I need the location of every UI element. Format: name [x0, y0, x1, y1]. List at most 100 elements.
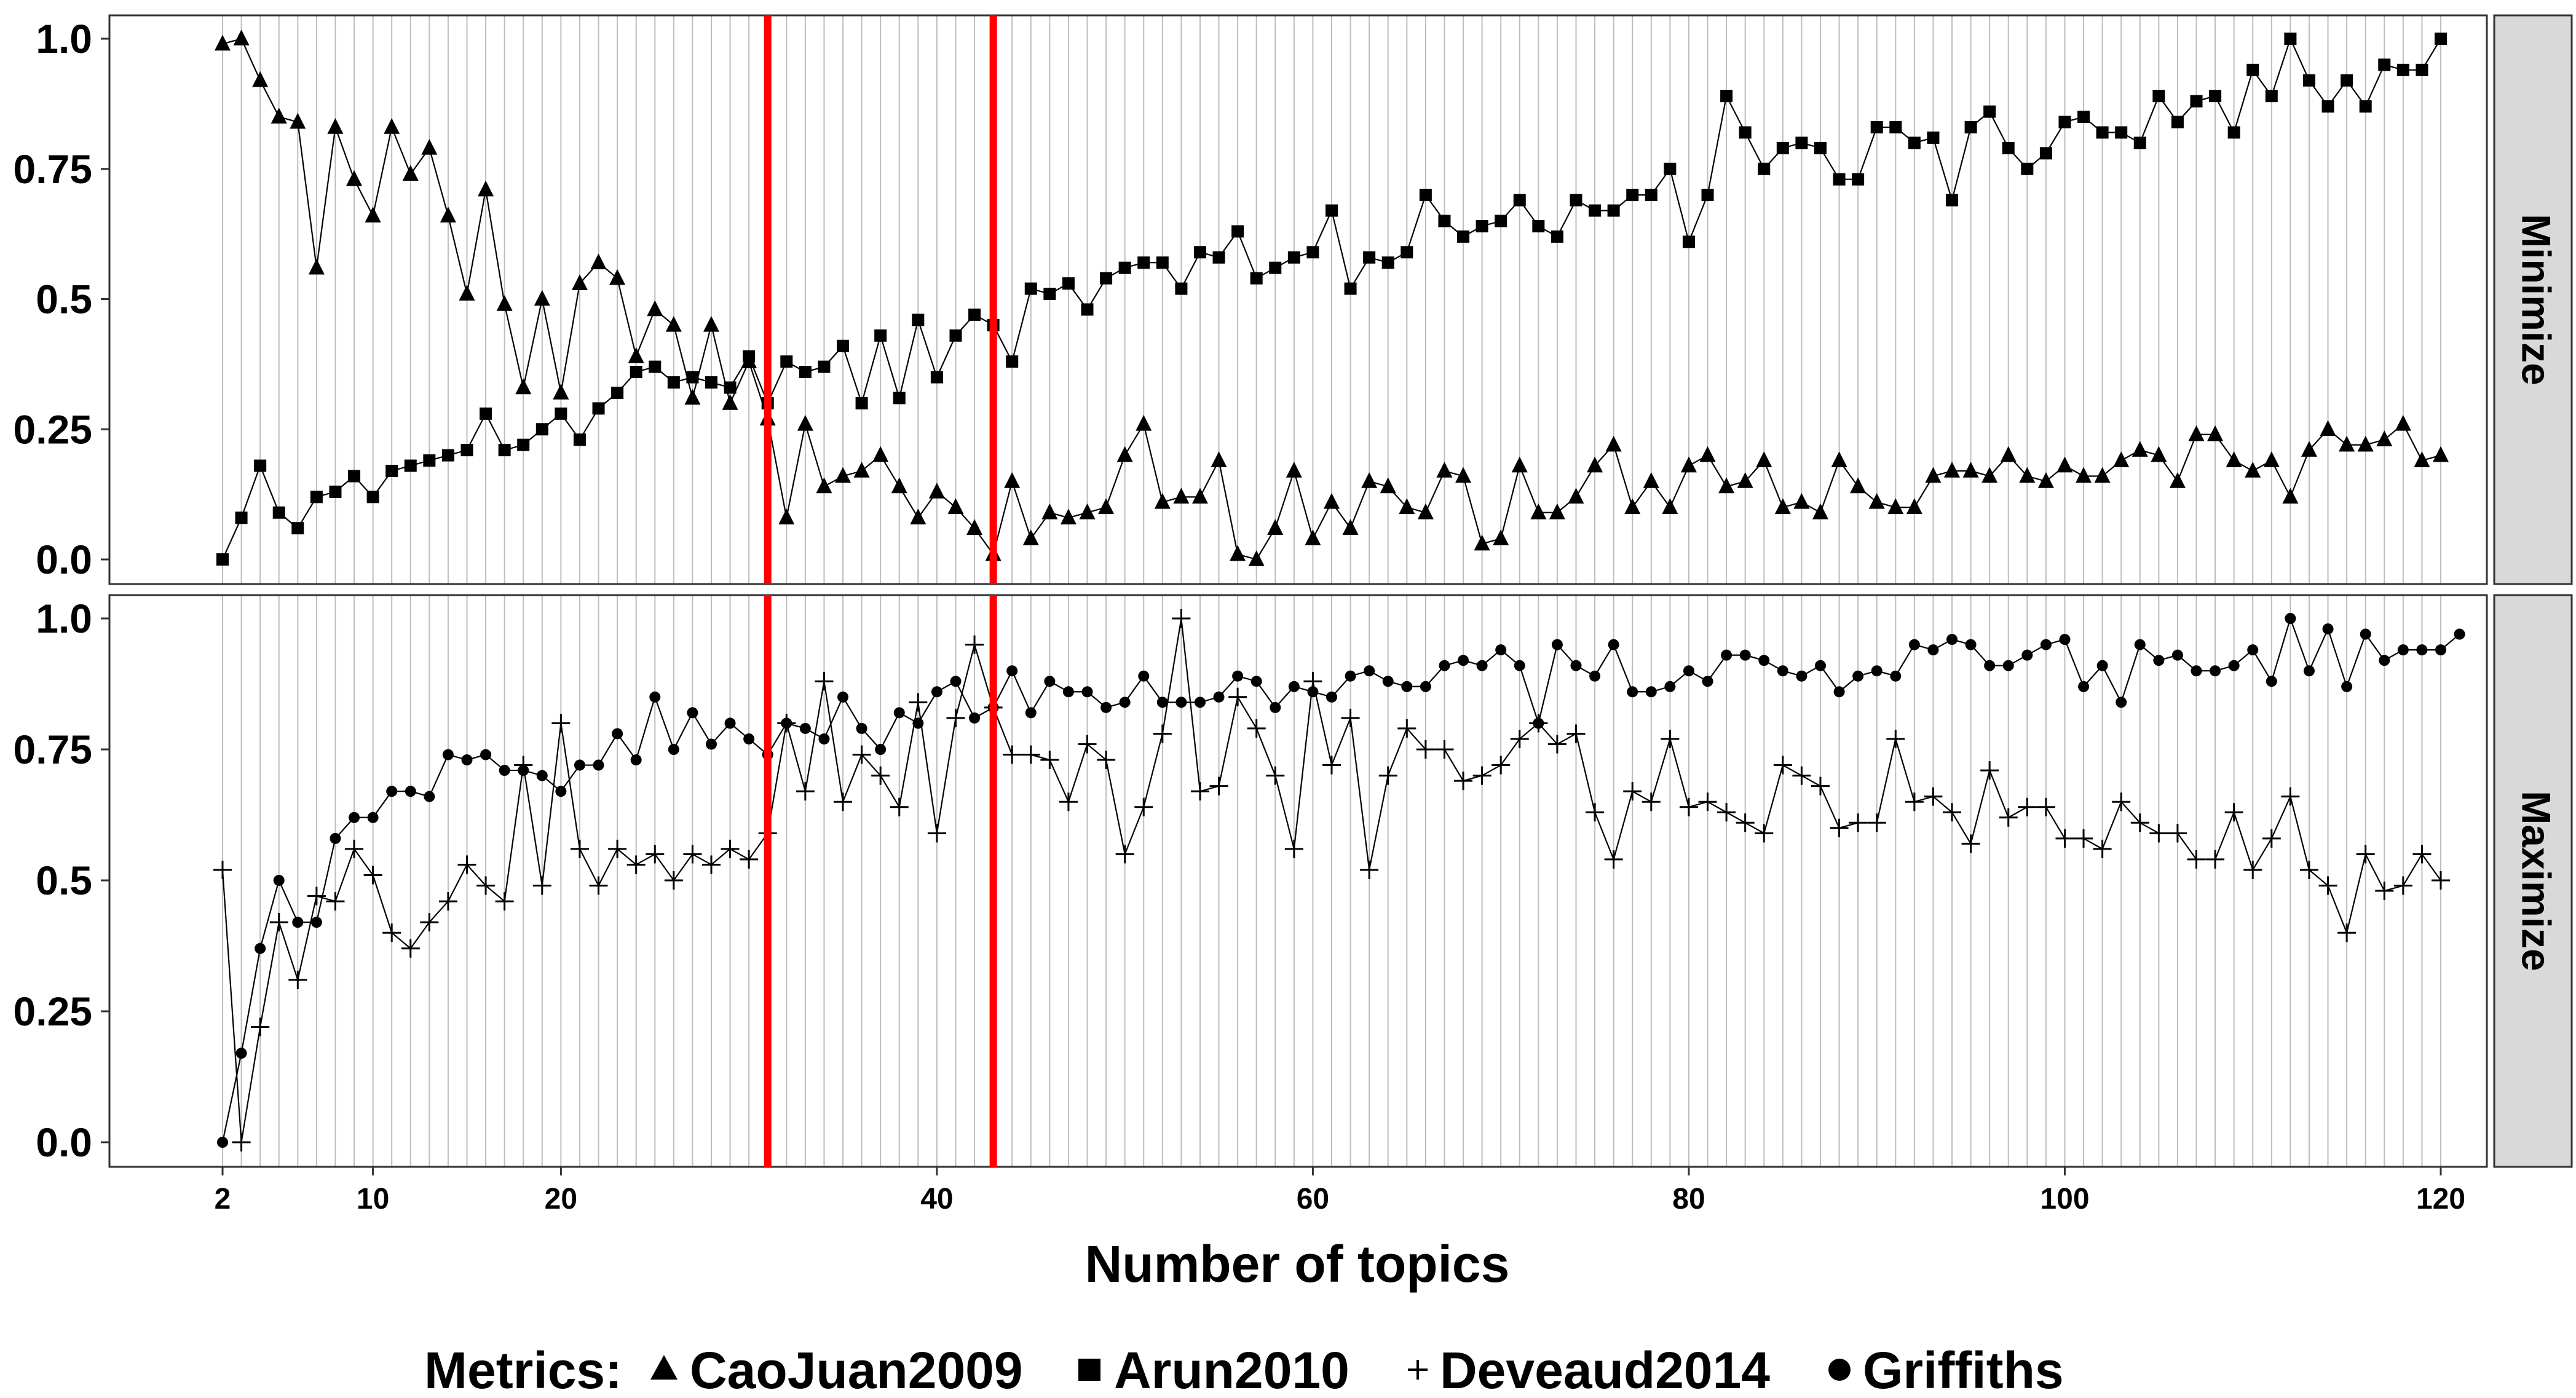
data-point: [570, 839, 589, 858]
data-point: [2039, 147, 2052, 160]
data-point: [1645, 189, 1657, 202]
data-point: [1364, 665, 1375, 677]
data-point: [1908, 639, 1920, 650]
data-point: [668, 744, 679, 755]
data-point: [1118, 261, 1131, 274]
data-point: [2454, 628, 2465, 640]
data-point: [799, 722, 811, 734]
data-point: [1097, 751, 1116, 770]
data-point: [1812, 503, 1828, 519]
data-point: [649, 691, 661, 703]
data-point: [1062, 277, 1075, 290]
data-point: [496, 295, 513, 311]
data-point: [1326, 204, 1338, 217]
data-point: [705, 738, 717, 750]
data-point: [1136, 414, 1152, 431]
strip-background: [2493, 594, 2573, 1168]
data-point: [235, 511, 248, 524]
data-point: [1530, 503, 1547, 519]
data-point: [2302, 74, 2315, 87]
data-point: [722, 394, 738, 410]
data-point: [2303, 665, 2315, 677]
data-point: [1549, 503, 1565, 519]
data-point: [893, 392, 906, 405]
legend-title: Metrics:: [424, 1341, 622, 1398]
data-point: [1212, 251, 1225, 264]
legend-label: Griffiths: [1863, 1341, 2064, 1398]
strip-label: Maximize: [2514, 791, 2559, 971]
data-point: [1981, 467, 1998, 483]
data-point: [1604, 850, 1623, 869]
data-point: [1267, 519, 1284, 535]
y-tick-label: 0.75: [14, 727, 92, 772]
data-point: [386, 786, 398, 797]
data-point: [684, 389, 701, 405]
data-point: [1138, 670, 1150, 682]
legend-square-icon: [1078, 1359, 1100, 1381]
data-point: [1137, 256, 1150, 269]
data-point: [1269, 261, 1282, 274]
data-point: [2341, 681, 2353, 692]
data-point: [1284, 839, 1303, 858]
data-point: [1060, 508, 1077, 525]
data-point: [441, 449, 454, 462]
data-point: [288, 970, 307, 989]
data-point: [2112, 792, 2131, 812]
x-tick-label: 100: [2040, 1183, 2089, 1215]
data-point: [1232, 670, 1244, 682]
data-point: [574, 759, 585, 771]
data-point: [2152, 90, 2165, 103]
data-point: [2076, 467, 2092, 483]
data-point: [532, 876, 551, 895]
data-point: [780, 355, 793, 368]
data-point: [1324, 492, 1340, 509]
panel-background: [109, 595, 2487, 1167]
data-point: [1758, 162, 1771, 175]
data-point: [2210, 665, 2221, 677]
legend-entry-arun2010: Arun2010: [1078, 1341, 1349, 1398]
data-point: [1890, 670, 1902, 682]
data-point: [2266, 676, 2277, 687]
data-point: [1043, 288, 1056, 301]
strip-background: [2493, 14, 2573, 585]
data-point: [1532, 219, 1545, 232]
data-point: [2357, 435, 2374, 452]
data-point: [1683, 665, 1694, 677]
data-point: [2206, 850, 2225, 869]
data-point: [1004, 472, 1021, 488]
data-point: [912, 314, 925, 326]
data-point: [590, 253, 607, 270]
data-point: [1003, 745, 1022, 764]
data-point: [630, 366, 642, 379]
data-point: [1266, 766, 1285, 785]
data-point: [965, 635, 984, 654]
data-point: [2077, 111, 2090, 124]
data-point: [1436, 462, 1453, 478]
data-point: [1980, 761, 1999, 780]
data-point: [2359, 100, 2372, 113]
data-point: [2021, 649, 2033, 661]
data-point: [384, 118, 400, 134]
y-tick-label: 1.0: [36, 596, 92, 641]
data-point: [235, 1048, 247, 1059]
data-point: [2375, 882, 2394, 901]
y-tick-label: 1.0: [36, 16, 92, 61]
data-point: [1420, 681, 1431, 692]
data-point: [1830, 818, 1849, 837]
data-point: [2228, 660, 2240, 671]
data-point: [1796, 670, 1808, 682]
data-point: [1119, 697, 1131, 708]
data-point: [835, 467, 851, 483]
data-point: [1814, 141, 1827, 154]
data-point: [1326, 691, 1337, 703]
data-point: [2116, 697, 2127, 708]
data-point: [2191, 665, 2202, 677]
data-point: [2168, 824, 2187, 843]
data-point: [1961, 834, 1980, 853]
data-point: [216, 553, 229, 566]
data-point: [254, 459, 267, 472]
data-point: [1342, 519, 1359, 535]
data-point: [1213, 691, 1225, 703]
data-point: [683, 845, 702, 864]
data-point: [969, 712, 981, 724]
